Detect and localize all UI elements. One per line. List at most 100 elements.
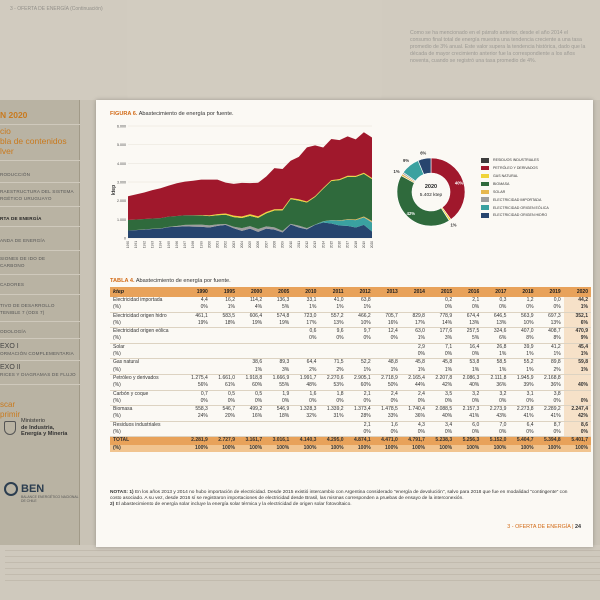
table-cell: 42% (563, 413, 591, 422)
table-header-year: 2012 (346, 287, 374, 297)
table-cell: 3,5 (445, 390, 453, 397)
table-cell: 56% (183, 382, 211, 391)
sidebar-item-oferta[interactable]: RTA DE ENERGÍA (0, 216, 42, 221)
table-caption: Abastecimiento de energía por fuente. (135, 278, 231, 284)
legend-swatch (481, 173, 489, 179)
sidebar-print-link[interactable]: primir (0, 410, 20, 419)
table-cell: 36% (536, 382, 564, 391)
table-cell: 1% (563, 366, 591, 375)
table-cell: 114,2 (249, 297, 263, 303)
table-cell (265, 429, 293, 438)
table-cell: 0% (455, 351, 483, 360)
table-cell: 42% (427, 382, 456, 391)
table-cell: 33% (373, 413, 401, 422)
table-header-year: 2011 (319, 287, 347, 297)
x-tick-label: 2020 (370, 241, 374, 248)
table-cell: 2% (536, 366, 564, 375)
table-cell: 2.289,2 (543, 406, 561, 413)
table-row: Biomasa 558,3 546,7 499,2 546,9 1.328,3 1.339,… (110, 405, 591, 414)
table-cell: 41% (536, 413, 564, 422)
ghost-row (5, 563, 600, 569)
ben-circle-icon (4, 482, 18, 496)
figure-label: FIGURA 6. (110, 111, 138, 117)
table-cell: 723,0 (303, 312, 317, 319)
table-cell (563, 374, 591, 383)
row-label: Solar (113, 343, 125, 350)
sidebar-item-emisiones[interactable]: SIONES DE IDO DE CARBONO (0, 256, 46, 268)
table-cell: 16,2 (225, 297, 235, 303)
table-cell: 14% (427, 319, 456, 329)
sidebar-item-introduccion[interactable]: RODUCCIÓN (0, 172, 31, 177)
table-cell (237, 429, 266, 438)
sidebar-link-contents[interactable]: bla de contenidos (0, 136, 67, 146)
sidebar-annex-2-title[interactable]: EXO II (0, 364, 21, 371)
divider (0, 321, 80, 322)
table-cell: 16% (237, 413, 266, 422)
table-cell: 0% (427, 397, 456, 407)
table-row: Carbón y coque 0,7 0,5 0,5 1,9 1,6 1,8 2,1 2,4 2,… (110, 390, 591, 398)
table-cell: 0% (455, 429, 483, 438)
ghost-row (5, 551, 600, 557)
table-cell: 18% (265, 413, 293, 422)
table-cell: 1% (536, 351, 564, 360)
table-cell: 50% (373, 382, 401, 391)
sidebar-search-link[interactable]: scar (0, 400, 16, 409)
sidebar-link-back[interactable]: lver (0, 146, 14, 156)
sidebar-annex-1-sub[interactable]: ORMACIÓN COMPLEMENTARIA (0, 351, 74, 356)
legend-label: GAS NATURAL (493, 174, 519, 179)
sidebar-item-indicadores[interactable]: CADORES (0, 282, 25, 287)
sidebar-annex-1-title[interactable]: EXO I (0, 343, 19, 350)
table-cell (184, 328, 211, 336)
table-cell: 0% (563, 429, 591, 438)
ministry-line-3: Energía y Minería (21, 431, 68, 437)
table-cell: 100% (536, 444, 564, 452)
table-cell: 0,5 (255, 390, 263, 397)
table-cell: 606,4 (249, 312, 263, 319)
table-cell (184, 343, 211, 351)
table-cell: 546,9 (276, 406, 290, 413)
table-cell: 63,8 (360, 297, 371, 303)
table-cell: 0% (482, 429, 510, 438)
table-cell: 0% (509, 304, 537, 313)
table-cell: 2.718,9 (381, 374, 398, 381)
table-header-year: 2019 (536, 287, 564, 297)
ghost-row (5, 557, 600, 563)
table-cell: 829,8 (412, 312, 425, 319)
table-cell: 1% (237, 366, 266, 375)
donut-slice-electricidad-origen-hidro (417, 157, 432, 175)
energy-supply-table: ktep 1990 1995 2000 2005 2010 2011 2012 2013 2014… (110, 287, 591, 452)
table-cell: 100% (563, 444, 591, 452)
sidebar-item-ods7[interactable]: TIVO DE DESARROLLO TENIBLE 7 (ODS 7) (0, 303, 55, 315)
table-cell: 2.168,8 (543, 374, 561, 381)
table-cell: 2,1 (363, 421, 371, 428)
table-cell: 4,4 (200, 297, 208, 303)
legend-swatch (481, 205, 489, 210)
table-cell: 13% (455, 319, 483, 329)
y-axis-label: ktep (111, 185, 117, 195)
sidebar-annex-2-sub[interactable]: RICES Y DIAGRAMAS DE FLUJO (0, 372, 76, 377)
table-cell: 4.471,0 (373, 436, 401, 445)
table-cell: 3,1 (526, 390, 534, 397)
table-cell: 63,0 (415, 328, 425, 335)
table-cell: 45,8 (442, 359, 453, 366)
sidebar-item-infraestructura[interactable]: RAESTRUCTURA DEL SISTEMA RGÉTICO URUGUAY… (0, 189, 74, 201)
y-tick-label: 2.000 (117, 199, 126, 203)
table-cell: 2.273,9 (489, 406, 507, 413)
table-cell: 583,5 (222, 312, 235, 319)
table-cell: 38,6 (252, 359, 263, 366)
table-cell: 0% (427, 304, 456, 313)
ben-subtitle: BALANCE ENERGÉTICO NACIONAL DE CHILE (21, 495, 79, 503)
divider (0, 338, 80, 339)
table-cell: 45,8 (415, 359, 425, 366)
table-cell: 3,2 (499, 390, 507, 397)
table-cell: 1% (482, 351, 510, 360)
sidebar-link-inicio[interactable]: cio (0, 126, 11, 136)
sidebar-item-metodologia[interactable]: ODOLOGÍA (0, 329, 27, 334)
table-cell: 8% (509, 335, 537, 344)
table-cell: 100% (237, 444, 266, 452)
table-cell: 13% (319, 319, 347, 329)
table-row-percent: (%) 24% 20% 16% 18% 32% 31% 28% 33% 36% 40% 41% 43% 4… (110, 413, 591, 422)
table-cell: 89,3 (279, 359, 290, 366)
table-cell: 407,0 (521, 328, 534, 335)
sidebar-item-demanda[interactable]: ANDA DE ENERGÍA (0, 238, 46, 243)
